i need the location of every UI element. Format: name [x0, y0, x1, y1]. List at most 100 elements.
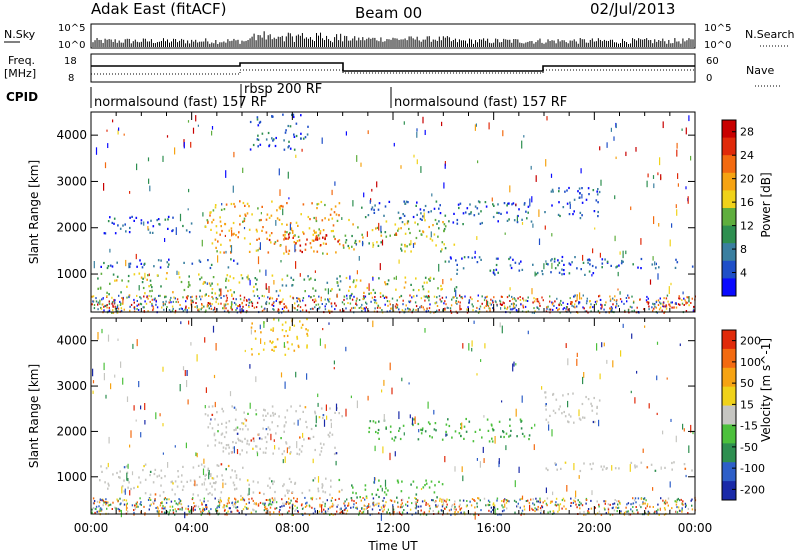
clutter-cell [559, 503, 562, 506]
clutter-cell [265, 302, 267, 305]
echo-cell [241, 440, 244, 443]
echo-cell [239, 214, 241, 217]
clutter-cell [216, 509, 219, 512]
clutter-cell [363, 295, 365, 298]
echo-cell [311, 239, 314, 242]
echo-cell [228, 446, 230, 449]
echo-cell [211, 477, 214, 480]
clutter-cell [257, 295, 259, 298]
echo-cell [495, 257, 498, 260]
echo-cell [211, 493, 213, 496]
echo-cell [254, 277, 257, 280]
clutter-cell [193, 502, 195, 505]
echo-cell [335, 213, 338, 216]
echo-cell [500, 435, 502, 438]
clutter-cell [448, 499, 451, 502]
clutter-cell [466, 500, 468, 502]
sparse-echo [474, 511, 476, 520]
echo-cell [272, 327, 275, 330]
echo-cell [99, 479, 101, 482]
sparse-echo [274, 445, 276, 450]
sparse-echo [321, 137, 323, 144]
clutter-cell [582, 294, 584, 297]
echo-cell [420, 212, 422, 215]
echo-cell [246, 276, 249, 279]
echo-cell [561, 259, 563, 262]
sparse-echo [395, 232, 397, 236]
echo-cell [576, 267, 578, 270]
echo-cell [290, 451, 292, 454]
echo-cell [248, 228, 251, 231]
sparse-echo [410, 240, 412, 245]
clutter-cell [190, 299, 192, 302]
x-tick-label: 12:00 [376, 521, 411, 535]
echo-cell [133, 486, 135, 490]
echo-cell [578, 187, 581, 190]
clutter-cell [589, 306, 591, 309]
echo-cell [385, 427, 387, 430]
echo-cell [213, 434, 216, 437]
clutter-cell [165, 501, 168, 504]
echo-cell [228, 229, 231, 232]
clutter-cell [384, 303, 386, 306]
clutter-cell [678, 297, 680, 300]
echo-cell [212, 209, 215, 212]
clutter-cell [629, 305, 632, 308]
clutter-cell [185, 306, 187, 309]
clutter-cell [164, 507, 166, 510]
echo-cell [220, 208, 223, 211]
echo-cell [293, 422, 296, 425]
echo-cell [380, 231, 382, 234]
sparse-echo [257, 249, 259, 252]
clutter-cell [151, 304, 153, 307]
echo-cell [329, 289, 332, 292]
clutter-cell [630, 503, 632, 506]
clutter-cell [490, 303, 492, 306]
sparse-echo [99, 508, 101, 512]
clutter-cell [691, 498, 693, 501]
echo-cell [397, 227, 400, 230]
echo-cell [291, 284, 293, 287]
sparse-echo [374, 445, 376, 452]
echo-cell [550, 271, 552, 274]
sparse-echo [126, 396, 129, 403]
echo-cell [554, 462, 556, 465]
sparse-echo [416, 131, 418, 138]
clutter-cell [222, 307, 224, 310]
colorbar-tick-label: 28 [740, 126, 754, 139]
echo-cell [149, 231, 151, 234]
colorbar-tick-label: 200 [740, 335, 761, 348]
clutter-cell [560, 304, 563, 306]
echo-cell [198, 259, 201, 262]
echo-cell [289, 147, 292, 150]
sparse-echo [263, 321, 265, 328]
beam-title: Beam 00 [355, 4, 422, 22]
clutter-cell [528, 501, 531, 504]
clutter-cell [93, 500, 96, 502]
sparse-echo [325, 404, 327, 411]
sparse-echo [144, 403, 146, 411]
echo-cell [295, 242, 297, 245]
clutter-cell [655, 299, 658, 302]
echo-cell [400, 227, 402, 230]
clutter-cell [472, 305, 474, 308]
clutter-cell [326, 499, 328, 502]
clutter-cell [502, 301, 504, 304]
clutter-cell [617, 305, 620, 307]
clutter-cell [539, 501, 541, 504]
echo-cell [476, 261, 479, 264]
clutter-cell [457, 300, 460, 303]
sparse-echo [296, 441, 298, 449]
sparse-echo [494, 508, 496, 516]
echo-cell [572, 213, 574, 216]
clutter-cell [681, 299, 683, 302]
echo-cell [388, 200, 391, 203]
clutter-cell [642, 502, 645, 505]
clutter-cell [549, 300, 551, 303]
clutter-cell [378, 512, 380, 515]
sparse-echo [278, 168, 280, 176]
sparse-echo [468, 343, 470, 351]
echo-cell [319, 442, 322, 445]
echo-cell [337, 240, 339, 243]
clutter-cell [185, 507, 187, 510]
